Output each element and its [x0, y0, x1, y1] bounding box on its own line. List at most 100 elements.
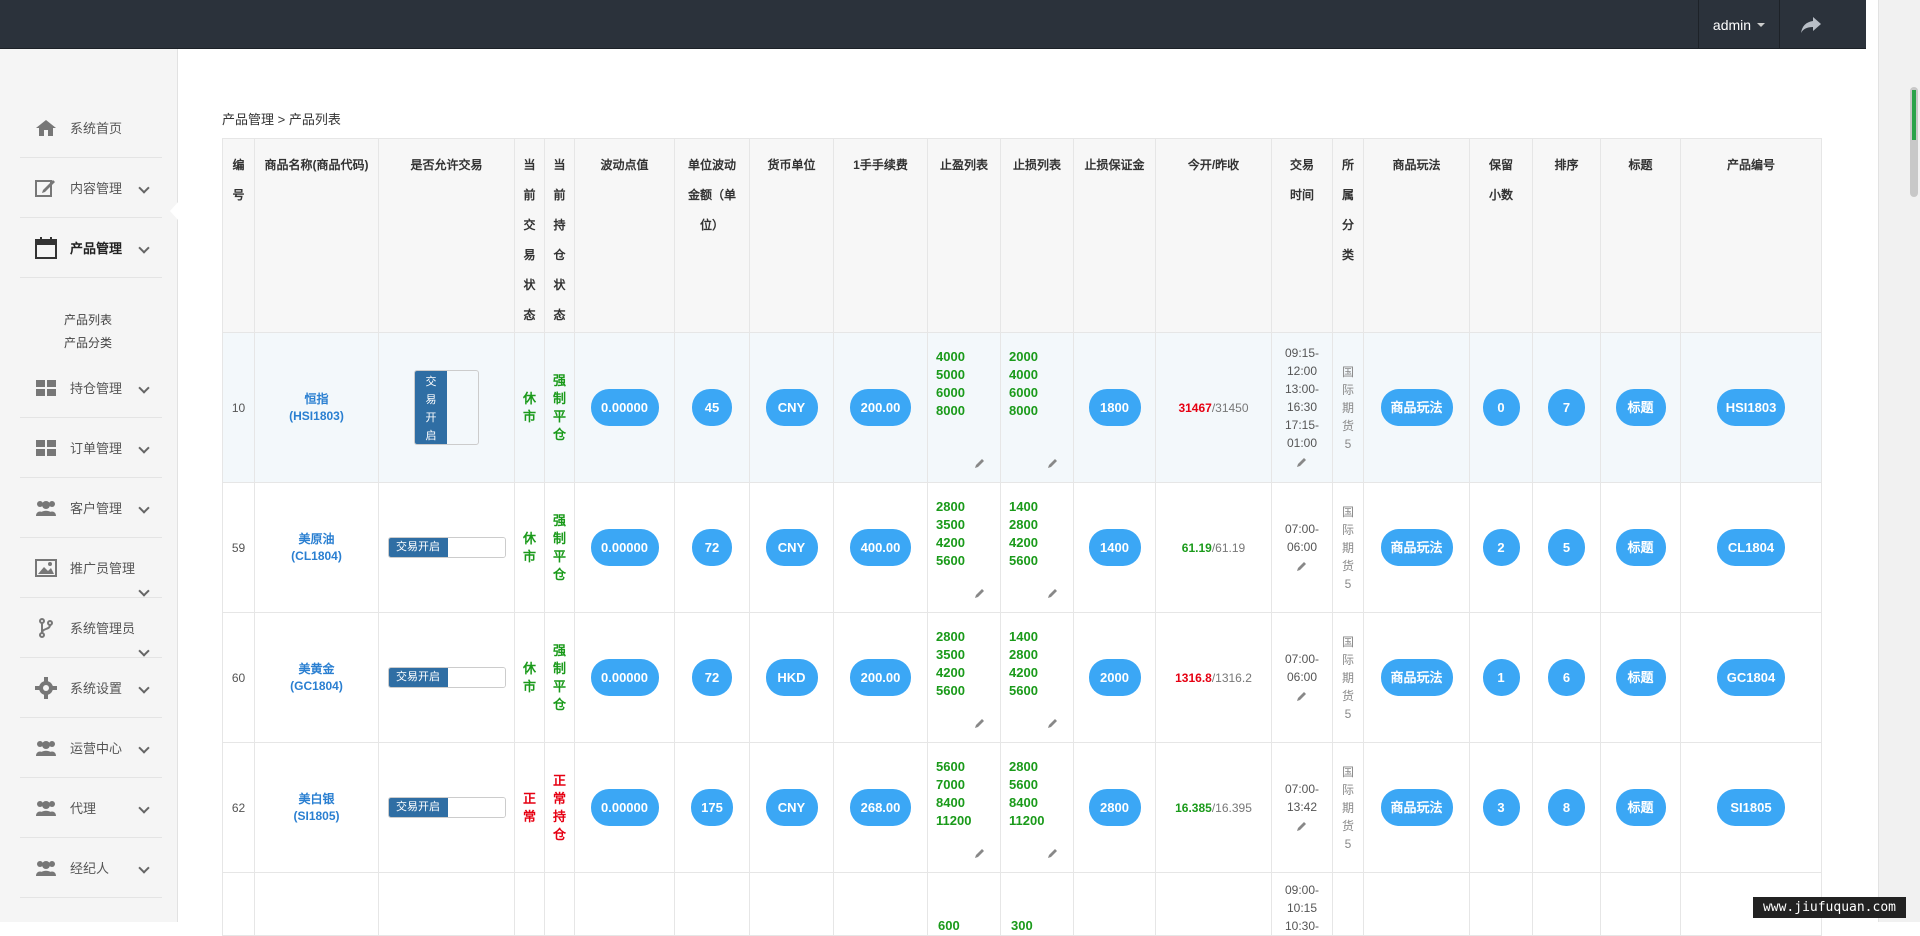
- sidebar-item-4[interactable]: 订单管理: [20, 418, 162, 478]
- currency-button[interactable]: CNY: [766, 789, 818, 826]
- yesterday-close: /1316.2: [1212, 671, 1252, 685]
- point-value-button[interactable]: 0.00000: [591, 529, 659, 566]
- sidebar-item-label: 客户管理: [70, 498, 122, 517]
- product-name-link[interactable]: 美黄金(GC1804): [255, 661, 378, 695]
- sidebar-item-6[interactable]: 推广员管理: [20, 538, 162, 598]
- decimals-button[interactable]: 2: [1483, 529, 1520, 566]
- user-menu[interactable]: admin: [1698, 0, 1780, 49]
- product-play-button[interactable]: 商品玩法: [1381, 789, 1453, 826]
- column-header-label: 商品玩法: [1392, 158, 1440, 172]
- chevron-down-icon: [138, 442, 149, 453]
- partial-value: 600: [938, 917, 1000, 935]
- fee-button[interactable]: 400.00: [850, 529, 911, 566]
- title-button[interactable]: 标题: [1616, 389, 1666, 426]
- unit-amount-button[interactable]: 72: [692, 529, 732, 566]
- trade-toggle[interactable]: 交易开启: [414, 370, 479, 445]
- table-cell: [1601, 873, 1681, 936]
- table-cell: 国际期货5: [1333, 483, 1364, 613]
- fee-button[interactable]: 200.00: [850, 389, 911, 426]
- title-button[interactable]: 标题: [1616, 659, 1666, 696]
- stop-loss-value: 5600: [1009, 776, 1073, 794]
- title-button[interactable]: 标题: [1616, 529, 1666, 566]
- pencil-icon[interactable]: [1272, 560, 1332, 575]
- product-code-button[interactable]: GC1804: [1717, 659, 1785, 696]
- point-value-button[interactable]: 0.00000: [591, 789, 659, 826]
- margin-button[interactable]: 2000: [1089, 659, 1141, 696]
- product-play-button[interactable]: 商品玩法: [1381, 529, 1453, 566]
- table-cell: 国际期货5: [1333, 743, 1364, 873]
- product-name-link[interactable]: 美白银(SI1805): [255, 791, 378, 825]
- pencil-icon[interactable]: [1047, 847, 1059, 862]
- trade-toggle[interactable]: 交易开启: [388, 667, 506, 688]
- pencil-icon[interactable]: [1047, 587, 1059, 602]
- pencil-icon[interactable]: [1047, 457, 1059, 472]
- sidebar-sub-item-product-category[interactable]: 产品分类: [64, 334, 112, 351]
- stop-loss-value: 1400: [1009, 628, 1073, 646]
- sidebar-item-3[interactable]: 持仓管理: [20, 358, 162, 418]
- margin-button[interactable]: 1800: [1089, 389, 1141, 426]
- today-open: 1316.8: [1175, 671, 1212, 685]
- pencil-icon[interactable]: [1272, 690, 1332, 705]
- sidebar-item-7[interactable]: 系统管理员: [20, 598, 162, 658]
- scrollbar[interactable]: [1878, 0, 1920, 922]
- currency-button[interactable]: HKD: [766, 659, 818, 696]
- unit-amount-button[interactable]: 72: [692, 659, 732, 696]
- pencil-icon[interactable]: [974, 457, 986, 472]
- currency-button[interactable]: CNY: [766, 389, 818, 426]
- pencil-icon[interactable]: [974, 587, 986, 602]
- point-value-button[interactable]: 0.00000: [591, 389, 659, 426]
- currency-button[interactable]: CNY: [766, 529, 818, 566]
- product-play-button[interactable]: 商品玩法: [1381, 389, 1453, 426]
- stop-loss-value: 4000: [1009, 366, 1073, 384]
- margin-button[interactable]: 1400: [1089, 529, 1141, 566]
- point-value-button[interactable]: 0.00000: [591, 659, 659, 696]
- product-code-button[interactable]: SI1805: [1717, 789, 1785, 826]
- sidebar: 系统首页内容管理产品管理持仓管理订单管理客户管理推广员管理系统管理员系统设置运营…: [0, 49, 178, 922]
- product-code-button[interactable]: CL1804: [1717, 529, 1785, 566]
- pencil-icon[interactable]: [1047, 717, 1059, 732]
- sidebar-sub-item-product-list[interactable]: 产品列表: [64, 311, 112, 328]
- table-cell: 国际期货5: [1333, 333, 1364, 483]
- table-cell: 600: [928, 873, 1001, 936]
- trade-toggle[interactable]: 交易开启: [388, 537, 506, 558]
- decimals-button[interactable]: 3: [1483, 789, 1520, 826]
- sidebar-item-5[interactable]: 客户管理: [20, 478, 162, 538]
- logout-button[interactable]: [1780, 0, 1842, 49]
- table-header-row: 编号商品名称(商品代码)是否允许交易当前交易状态当前持仓状态波动点值单位波动金额…: [223, 139, 1822, 333]
- product-name-link[interactable]: 美原油(CL1804): [255, 531, 378, 565]
- sort-button[interactable]: 8: [1548, 789, 1585, 826]
- sidebar-item-11[interactable]: 经纪人: [20, 838, 162, 898]
- sidebar-item-0[interactable]: 系统首页: [20, 98, 162, 158]
- table-cell: [1074, 873, 1156, 936]
- sidebar-item-1[interactable]: 内容管理: [20, 158, 162, 218]
- sidebar-item-10[interactable]: 代理: [20, 778, 162, 838]
- fee-button[interactable]: 200.00: [850, 659, 911, 696]
- sidebar-item-8[interactable]: 系统设置: [20, 658, 162, 718]
- sidebar-item-9[interactable]: 运营中心: [20, 718, 162, 778]
- pencil-icon[interactable]: [1272, 820, 1332, 835]
- table-cell: 交易开启: [379, 613, 515, 743]
- product-name: 美原油: [255, 531, 378, 548]
- product-play-button[interactable]: 商品玩法: [1381, 659, 1453, 696]
- trade-toggle[interactable]: 交易开启: [388, 797, 506, 818]
- sidebar-item-2[interactable]: 产品管理: [20, 218, 162, 278]
- sort-button[interactable]: 7: [1548, 389, 1585, 426]
- unit-amount-button[interactable]: 45: [692, 389, 732, 426]
- unit-amount-button[interactable]: 175: [691, 789, 733, 826]
- users-icon: [34, 797, 58, 819]
- table-cell: 0.00000: [575, 743, 675, 873]
- fee-button[interactable]: 268.00: [850, 789, 911, 826]
- table-cell: 3: [1470, 743, 1533, 873]
- decimals-button[interactable]: 0: [1483, 389, 1520, 426]
- pencil-icon[interactable]: [974, 717, 986, 732]
- title-button[interactable]: 标题: [1616, 789, 1666, 826]
- product-code-button[interactable]: HSI1803: [1717, 389, 1785, 426]
- pencil-icon[interactable]: [1272, 456, 1332, 471]
- product-name-link[interactable]: 恒指(HSI1803): [255, 391, 378, 425]
- table-cell: 268.00: [834, 743, 928, 873]
- pencil-icon[interactable]: [974, 847, 986, 862]
- sort-button[interactable]: 6: [1548, 659, 1585, 696]
- sort-button[interactable]: 5: [1548, 529, 1585, 566]
- decimals-button[interactable]: 1: [1483, 659, 1520, 696]
- margin-button[interactable]: 2800: [1089, 789, 1141, 826]
